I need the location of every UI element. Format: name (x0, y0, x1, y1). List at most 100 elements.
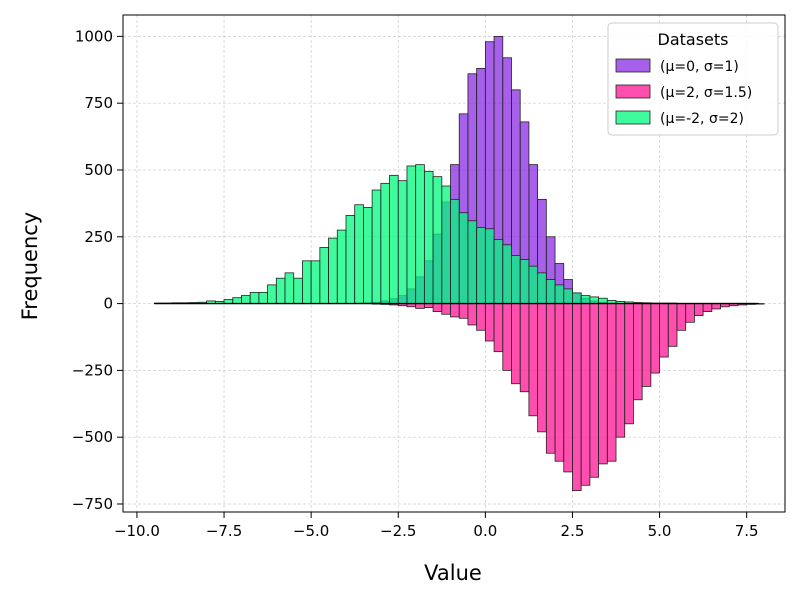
histogram-bar (711, 303, 721, 310)
x-tick-label: −5.0 (293, 522, 329, 540)
y-tick-label: −250 (72, 361, 113, 379)
histogram-bar (502, 303, 512, 371)
x-tick-label: 2.5 (561, 522, 585, 540)
x-tick-label: −10.0 (114, 522, 160, 540)
histogram-bar (528, 265, 539, 304)
legend-label: (μ=0, σ=1) (660, 59, 739, 75)
histogram-bar (319, 247, 329, 304)
x-tick-label: 7.5 (735, 522, 759, 540)
y-tick-label: 250 (84, 228, 113, 246)
x-tick-label: −7.5 (206, 522, 242, 540)
histogram-bar (302, 260, 312, 304)
y-tick-label: 750 (84, 94, 113, 112)
series-2 (371, 303, 765, 492)
histogram-bar (519, 259, 530, 304)
histogram-bar (450, 198, 460, 304)
histogram-bar (249, 291, 260, 304)
bars (153, 35, 765, 492)
histogram-bar (450, 303, 460, 318)
histogram-bar (467, 303, 478, 326)
histogram-bar (702, 303, 713, 312)
histogram-bar (345, 215, 356, 304)
y-tick-label: 1000 (75, 27, 113, 45)
histogram-bar (694, 303, 704, 317)
histogram-bar (554, 284, 565, 304)
histogram-bar (293, 277, 303, 304)
histogram-bar (598, 297, 608, 304)
histogram-bar (580, 303, 591, 486)
legend-title: Datasets (658, 30, 729, 49)
histogram-bar (676, 303, 687, 331)
histogram-bar (441, 185, 451, 304)
histogram-bar (354, 204, 364, 304)
histogram-bar (363, 206, 373, 304)
axes: −10.0 −7.5 −5.0 −2.5 0.0 2.5 5.0 7.5 −750 −500 −25… (72, 14, 786, 540)
legend-box (607, 22, 779, 136)
histogram-bar (685, 303, 695, 323)
histogram-bar (606, 303, 617, 462)
histogram-bar (415, 303, 425, 309)
histogram-bar (563, 288, 573, 304)
x-axis-title: Value (424, 561, 482, 585)
histogram-bar (589, 296, 599, 304)
histogram-bar (241, 295, 251, 304)
histogram-bar (476, 303, 486, 331)
y-tick-label: −750 (72, 495, 113, 513)
histogram-bar (336, 229, 347, 304)
histogram-bar (275, 277, 286, 304)
histogram-bar (467, 220, 478, 304)
histogram-bar (659, 303, 669, 358)
histogram-bar (371, 189, 382, 304)
legend-label: (μ=-2, σ=2) (660, 111, 744, 127)
series-3 (153, 164, 756, 304)
histogram-bar (667, 303, 678, 347)
histogram-bar (537, 272, 547, 304)
x-tick-label: −2.5 (380, 522, 416, 540)
legend-swatch (615, 58, 651, 73)
histogram-bar (624, 303, 634, 425)
histogram-bar (397, 180, 408, 304)
histogram-bar (572, 292, 582, 304)
y-tick-label: −500 (72, 428, 113, 446)
histogram-bar (328, 237, 338, 304)
histogram-bar (484, 303, 495, 342)
histogram-bar (432, 176, 443, 304)
histogram-bar (633, 303, 643, 401)
y-tick-label: 0 (103, 295, 113, 313)
histogram-bar (589, 303, 599, 478)
histogram-bar (284, 272, 295, 304)
histogram-bar (310, 260, 321, 304)
histogram-bar (615, 303, 626, 438)
histogram-bar (389, 174, 399, 304)
x-tick-label: 0.0 (473, 522, 497, 540)
histogram-bar (519, 303, 530, 393)
histogram-bar (380, 182, 390, 304)
histogram-bar (406, 165, 417, 304)
histogram-bar (432, 303, 443, 312)
histogram-bar (511, 303, 521, 385)
histogram-bar (441, 303, 451, 315)
histogram-bar (598, 303, 608, 465)
y-axis-title: Frequency (18, 212, 42, 321)
histogram-bar (458, 303, 469, 319)
histogram-bar (563, 303, 573, 473)
histogram-bar (267, 284, 277, 304)
histogram-bar (493, 303, 504, 353)
plot-frame (122, 14, 786, 513)
y-tick-label: 500 (84, 161, 113, 179)
histogram-bar (511, 255, 521, 304)
histogram-bar (258, 291, 268, 304)
histogram-bar (502, 244, 512, 304)
histogram-bar (537, 303, 547, 433)
legend-swatch (615, 84, 651, 99)
legend-label: (μ=2, σ=1.5) (660, 85, 752, 101)
histogram-bar (423, 170, 434, 304)
legend-swatch (615, 110, 651, 125)
histogram-bar (580, 295, 591, 304)
histogram-bar (641, 303, 652, 387)
histogram-bar (545, 279, 556, 304)
histogram-bar (528, 303, 539, 417)
histogram-bar (650, 303, 660, 374)
histogram-bar (484, 228, 495, 304)
